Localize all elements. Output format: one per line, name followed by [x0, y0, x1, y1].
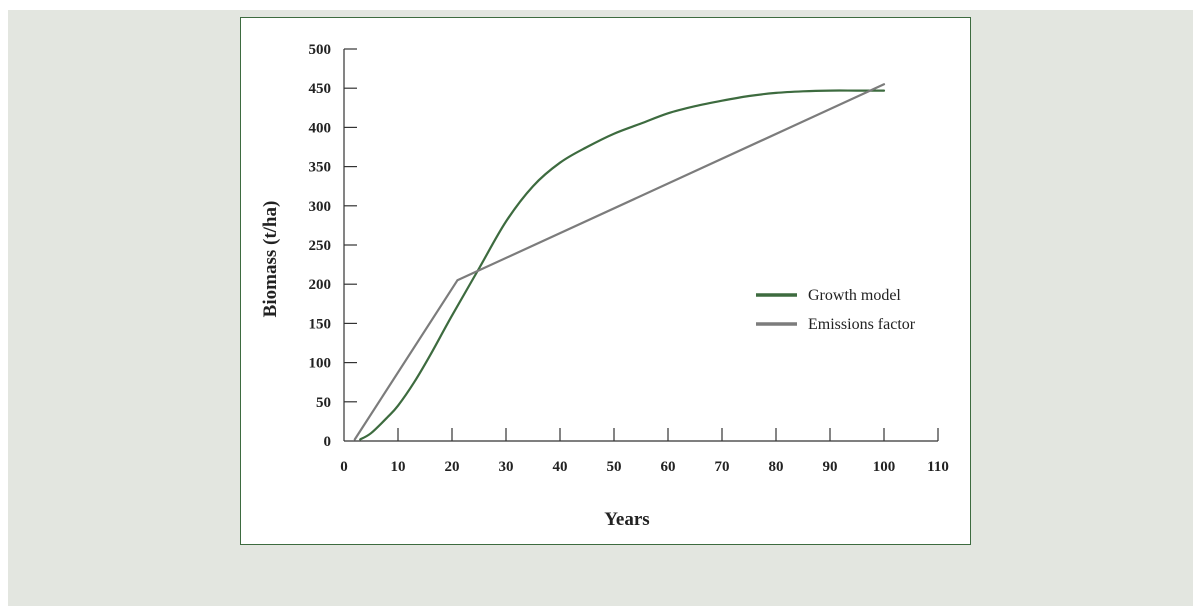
- y-tick-label: 300: [309, 199, 332, 215]
- x-tick-label: 110: [927, 459, 949, 475]
- x-tick-label: 50: [607, 459, 622, 475]
- y-tick-label: 350: [309, 160, 332, 176]
- legend-label: Growth model: [808, 287, 901, 304]
- y-tick-label: 250: [309, 238, 332, 254]
- chart-axes: 0 50 100 150 200 250 300 350 400 450 500 0 10 20 30 40 5…: [309, 42, 949, 475]
- y-tick-label: 150: [309, 316, 332, 332]
- x-axis-title: Years: [604, 509, 649, 530]
- y-tick-label: 200: [309, 277, 332, 293]
- x-tick-label: 20: [445, 459, 460, 475]
- x-tick-label: 70: [715, 459, 730, 475]
- y-tick-label: 500: [309, 42, 332, 58]
- x-tick-label: 40: [553, 459, 568, 475]
- legend-label: Emissions factor: [808, 316, 916, 333]
- chart-svg: 0 50 100 150 200 250 300 350 400 450 500 0 10 20 30 40 5…: [260, 42, 949, 530]
- x-tick-label: 60: [661, 459, 676, 475]
- chart-panel: 0 50 100 150 200 250 300 350 400 450 500 0 10 20 30 40 5…: [240, 17, 971, 545]
- y-axis-title: Biomass (t/ha): [260, 201, 281, 318]
- y-tick-label: 100: [309, 356, 332, 372]
- y-tick-label: 50: [316, 395, 331, 411]
- chart-legend: Growth model Emissions factor: [756, 287, 916, 333]
- series-line-emissions-factor: [353, 83, 886, 441]
- x-tick-label: 90: [823, 459, 838, 475]
- x-tick-label: 30: [499, 459, 514, 475]
- y-tick-label: 450: [309, 81, 332, 97]
- x-tick-label: 80: [769, 459, 784, 475]
- x-tick-label: 100: [873, 459, 896, 475]
- y-tick-label: 0: [324, 434, 332, 450]
- series-line-growth-model: [359, 89, 886, 441]
- x-tick-label: 0: [340, 459, 348, 475]
- y-tick-label: 400: [309, 120, 332, 136]
- chart-series: [353, 83, 886, 441]
- x-tick-label: 10: [391, 459, 406, 475]
